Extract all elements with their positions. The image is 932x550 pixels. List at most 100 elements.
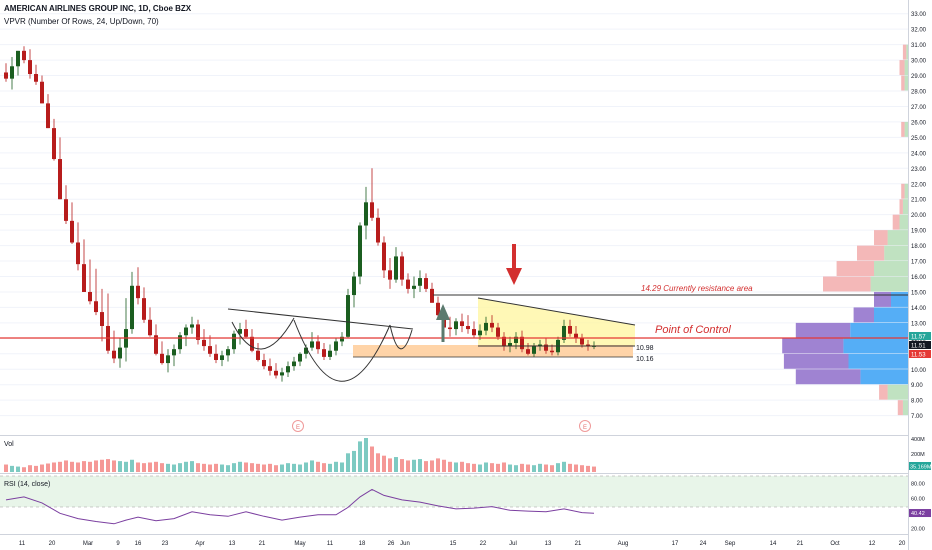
rsi-pane-label: RSI (14, close) (4, 481, 50, 488)
volume-tick-label: 200M (911, 452, 925, 458)
volume-bar (322, 463, 326, 472)
candle-body (490, 322, 494, 328)
volume-bar (448, 461, 452, 472)
volume-bar (550, 465, 554, 472)
candle-body (430, 288, 434, 303)
candle-body (166, 355, 170, 364)
volume-bar (40, 464, 44, 472)
rsi-tick-label: 20.00 (911, 526, 925, 532)
price-tick-label: 23.00 (911, 167, 927, 173)
volume-bar (406, 460, 410, 472)
volume-bar (124, 461, 128, 472)
candle-body (214, 353, 218, 360)
price-axis[interactable]: 7.008.009.0010.0011.0012.0013.0014.0015.… (911, 12, 927, 420)
support-upper-label: 10.98 (636, 345, 654, 352)
volume-bar (82, 461, 86, 472)
volume-bar (88, 461, 92, 472)
candle-body (34, 74, 38, 82)
volume-bar (10, 465, 14, 472)
candle-body (358, 225, 362, 277)
price-tick-label: 28.00 (911, 90, 927, 96)
volume-bar (232, 463, 236, 472)
earnings-marker-2-label: E (583, 425, 587, 431)
candle-body (118, 347, 122, 359)
price-tick-label: 17.00 (911, 260, 927, 266)
current-price-text: 11.53 (911, 353, 926, 359)
candle-body (94, 301, 98, 313)
candle-body (88, 291, 92, 302)
volume-bar (484, 462, 488, 472)
candle-body (502, 336, 506, 347)
candle-body (568, 325, 572, 334)
volume-bar (352, 450, 356, 472)
volume-bar (586, 465, 590, 472)
volume-bar (532, 465, 536, 472)
time-tick-label: 21 (575, 541, 582, 547)
volume-bar (418, 459, 422, 472)
vp-up-bar (899, 214, 908, 230)
volume-profile (782, 44, 908, 416)
time-tick-label: Oct (830, 541, 840, 547)
time-tick-label: 11 (327, 541, 334, 547)
volume-bar (358, 441, 362, 472)
candle-body (184, 327, 188, 336)
candle-body (310, 341, 314, 348)
candle-body (58, 159, 62, 200)
candle-body (52, 128, 56, 160)
annotation-layer-front: 14.29 Currently resistance area Point of… (0, 244, 908, 432)
candle-body (574, 333, 578, 339)
vp-up-bar (887, 384, 908, 400)
up-arrow-icon (436, 304, 450, 320)
volume-bar (508, 464, 512, 472)
price-tick-label: 27.00 (911, 105, 927, 111)
time-tick-label: 20 (899, 541, 906, 547)
volume-bar (166, 463, 170, 472)
vpvr-indicator-label[interactable]: VPVR (Number Of Rows, 24, Up/Down, 70) (4, 17, 159, 26)
volume-bar (454, 462, 458, 472)
price-tick-label: 25.00 (911, 136, 927, 142)
volume-bar (142, 463, 146, 472)
volume-bar (4, 464, 8, 472)
candle-body (478, 330, 482, 336)
candle-body (232, 333, 236, 350)
candle-body (514, 336, 518, 343)
candle-body (550, 350, 554, 353)
volume-bar (592, 466, 596, 472)
candle-body (346, 295, 350, 337)
cup-curve-1 (231, 317, 295, 350)
candle-body (472, 329, 476, 336)
time-tick-label: 21 (259, 541, 266, 547)
volume-bar (70, 461, 74, 472)
volume-bar (106, 459, 110, 472)
volume-bar (514, 465, 518, 472)
vp-up-bar (843, 338, 908, 354)
symbol-title[interactable]: AMERICAN AIRLINES GROUP INC, 1D, Cboe BZ… (4, 4, 192, 13)
time-tick-label: Aug (618, 541, 629, 547)
up-arrow-shaft (441, 318, 445, 342)
price-tick-label: 32.00 (911, 28, 927, 34)
support-zone (353, 345, 633, 357)
candle-body (64, 199, 68, 221)
down-arrow-icon (506, 268, 522, 285)
candle-body (526, 349, 530, 354)
time-axis[interactable]: 11 20 Mar 9 16 23 Apr 13 21 May 11 18 26 Jun 15 22 Jul 13… (19, 541, 906, 547)
volume-bar (490, 463, 494, 472)
time-tick-label: 13 (229, 541, 236, 547)
vp-down-bar (892, 214, 900, 230)
earnings-marker-2[interactable] (579, 420, 591, 432)
vp-up-bar (860, 369, 908, 385)
candle-body (292, 361, 296, 367)
candle-body (508, 342, 512, 347)
volume-bar (316, 461, 320, 472)
earnings-marker-1[interactable] (292, 420, 304, 432)
volume-bar (136, 462, 140, 472)
volume-bar (304, 462, 308, 472)
rsi-line (5, 488, 595, 525)
volume-bar (298, 464, 302, 472)
rsi-current-badge (909, 509, 931, 518)
candle-body (274, 370, 278, 376)
candle-body (412, 285, 416, 289)
candle-body (160, 353, 164, 364)
